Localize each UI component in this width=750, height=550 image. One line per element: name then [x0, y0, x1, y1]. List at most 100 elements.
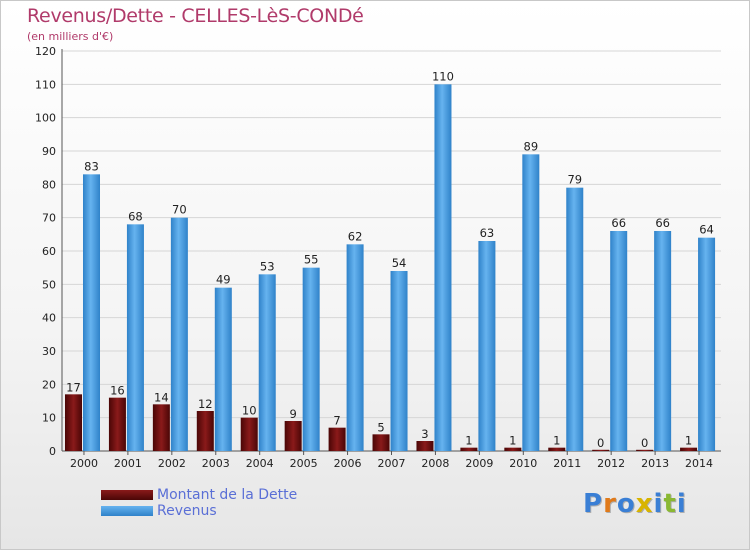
value-label-dette-2005: 9: [290, 407, 297, 421]
value-label-dette-2014: 1: [685, 434, 692, 448]
chart-title: Revenus/Dette - CELLES-LèS-CONDé: [27, 5, 364, 27]
value-label-revenus-2000: 83: [84, 159, 99, 173]
value-label-revenus-2007: 54: [392, 256, 407, 270]
x-tick-label: 2014: [685, 457, 713, 470]
x-tick-label: 2011: [553, 457, 581, 470]
bar-revenus-2009: [478, 241, 496, 451]
x-tick-label: 2003: [202, 457, 230, 470]
y-tick-label: 110: [35, 78, 56, 91]
logo-letter: x: [635, 489, 654, 519]
y-tick-label: 40: [42, 312, 56, 325]
y-tick-label: 0: [49, 445, 56, 458]
value-label-revenus-2001: 68: [128, 209, 143, 223]
legend-label-revenus: Revenus: [157, 503, 217, 519]
x-tick-label: 2008: [421, 457, 449, 470]
value-label-revenus-2006: 62: [348, 229, 363, 243]
logo-letter: o: [616, 489, 636, 519]
bar-revenus-2007: [390, 271, 408, 451]
bar-dette-2005: [284, 421, 302, 451]
bar-dette-2014: [680, 447, 698, 451]
value-label-revenus-2011: 79: [567, 173, 582, 187]
x-tick-label: 2012: [597, 457, 625, 470]
value-label-revenus-2010: 89: [524, 139, 539, 153]
bar-dette-2012: [592, 449, 610, 451]
value-label-dette-2009: 1: [465, 434, 472, 448]
bar-revenus-2011: [566, 187, 584, 451]
bar-dette-2000: [65, 394, 82, 451]
bar-dette-2004: [240, 417, 258, 451]
logo-letter: P: [583, 489, 604, 519]
x-tick-label: 2002: [158, 457, 186, 470]
legend-swatch-dette: [101, 490, 153, 500]
bar-revenus-2001: [126, 224, 144, 451]
value-label-dette-2000: 17: [66, 380, 81, 394]
value-label-dette-2003: 12: [198, 397, 213, 411]
x-tick-label: 2004: [246, 457, 274, 470]
bar-revenus-2003: [214, 287, 232, 451]
x-tick-label: 2001: [114, 457, 142, 470]
y-tick-label: 120: [35, 45, 56, 58]
bar-dette-2007: [372, 434, 390, 451]
bar-dette-2003: [196, 411, 214, 451]
value-label-revenus-2012: 66: [611, 216, 626, 230]
bar-dette-2009: [460, 447, 478, 451]
bars: [65, 84, 716, 452]
value-label-dette-2001: 16: [110, 384, 125, 398]
value-label-revenus-2002: 70: [172, 203, 187, 217]
x-tick-label: 2007: [378, 457, 406, 470]
x-tick-label: 2005: [290, 457, 318, 470]
value-label-revenus-2005: 55: [304, 253, 319, 267]
value-label-dette-2011: 1: [553, 434, 560, 448]
bar-revenus-2008: [434, 84, 452, 451]
value-label-dette-2006: 7: [333, 414, 340, 428]
y-tick-label: 30: [42, 345, 56, 358]
y-tick-label: 90: [42, 145, 56, 158]
bar-dette-2008: [416, 441, 434, 451]
bar-revenus-2002: [170, 217, 188, 451]
bar-dette-2006: [328, 427, 346, 451]
bar-dette-2011: [548, 447, 566, 451]
value-label-dette-2007: 5: [377, 420, 384, 434]
value-label-revenus-2014: 64: [699, 223, 714, 237]
value-label-revenus-2009: 63: [480, 226, 495, 240]
x-tick-label: 2010: [509, 457, 537, 470]
labels: 1783166814701249105395576255431101631891…: [66, 69, 714, 449]
y-tick-label: 20: [42, 378, 56, 391]
value-label-dette-2012: 0: [597, 436, 604, 450]
value-label-dette-2004: 10: [242, 404, 257, 418]
bar-revenus-2014: [698, 237, 716, 451]
x-tick-label: 2009: [465, 457, 493, 470]
value-label-revenus-2003: 49: [216, 273, 231, 287]
y-tick-label: 10: [42, 412, 56, 425]
x-tick-label: 2013: [641, 457, 669, 470]
value-label-revenus-2004: 53: [260, 259, 275, 273]
value-label-dette-2013: 0: [641, 436, 648, 450]
value-label-revenus-2008: 110: [432, 69, 454, 83]
y-tick-label: 70: [42, 212, 56, 225]
y-tick-label: 50: [42, 278, 56, 291]
bar-dette-2013: [636, 449, 654, 451]
bar-revenus-2005: [302, 267, 320, 451]
bar-revenus-2012: [610, 231, 628, 451]
logo-letter: r: [603, 489, 617, 519]
logo-letter: i: [653, 489, 664, 519]
x-tick-label: 2000: [70, 457, 98, 470]
legend-swatch-revenus: [101, 506, 153, 516]
proxiti-logo: Proxiti: [583, 489, 687, 519]
legend-label-dette: Montant de la Dette: [157, 487, 298, 503]
y-tick-label: 80: [42, 178, 56, 191]
value-label-dette-2008: 3: [421, 427, 428, 441]
bar-dette-2001: [108, 397, 126, 451]
chart-subtitle: (en milliers d'€): [27, 30, 114, 43]
bar-revenus-2013: [654, 231, 672, 451]
x-tick-label: 2006: [334, 457, 362, 470]
value-label-dette-2002: 14: [154, 390, 169, 404]
y-tick-label: 60: [42, 245, 56, 258]
bar-revenus-2006: [346, 244, 364, 451]
bar-dette-2010: [504, 447, 522, 451]
bar-revenus-2010: [522, 154, 540, 452]
value-label-dette-2010: 1: [509, 434, 516, 448]
